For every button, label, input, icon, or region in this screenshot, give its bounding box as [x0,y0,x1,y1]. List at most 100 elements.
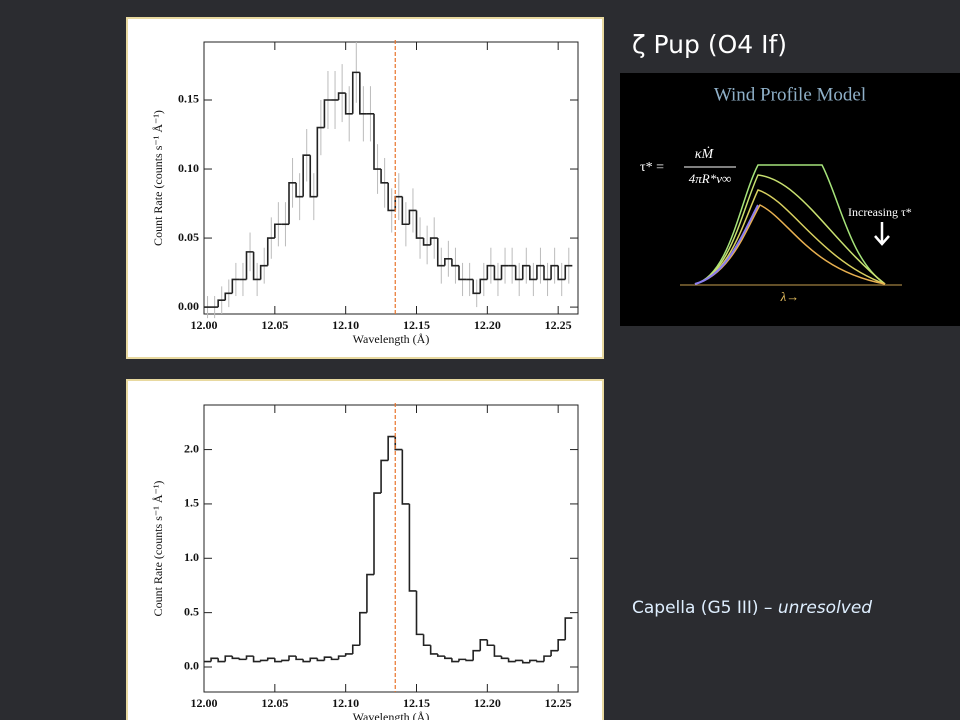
histogram-step [359,72,367,115]
histogram-step [210,657,219,662]
x-tick-label: 12.20 [474,696,501,710]
histogram-step [564,264,573,280]
slide-title: ζ Pup (O4 If) [632,30,787,59]
histogram-step [436,238,445,267]
histogram-step [224,655,233,662]
inset: Wind Profile Model τ* = κṀ 4πR*v∞ Increa… [620,73,960,326]
x-tick-label: 12.10 [332,696,359,710]
y-tick-label: 0.0 [184,659,199,673]
histogram-step [472,649,481,661]
histogram-step [429,237,438,245]
histogram-step [422,238,431,246]
histogram-step [429,645,438,655]
histogram-step [231,278,240,294]
histogram-step [330,657,339,661]
histogram-step [245,655,254,660]
histogram-step [316,658,325,662]
histogram-step [366,573,374,613]
histogram-step [309,155,318,198]
histogram-step [451,658,459,663]
histogram-step [316,126,325,197]
histogram-step [351,71,360,114]
histogram-step [465,659,474,662]
histogram-step [266,237,275,266]
histogram-step [486,639,495,647]
histogram-step [401,449,410,505]
histogram-step [281,659,289,662]
histogram-step [387,182,396,212]
histogram-step [351,644,360,654]
x-tick-label: 12.15 [403,318,430,332]
histogram-step [444,257,452,266]
x-tick-label: 12.20 [474,318,501,332]
histogram-step [422,634,431,647]
histogram-step [274,658,282,663]
histogram-step [373,492,382,575]
profile-curve [694,204,759,285]
x-axis-label: Wavelength (Å) [353,710,430,720]
histogram-step [543,655,552,662]
x-axis-label: Wavelength (Å) [353,332,430,346]
histogram-step [493,645,502,657]
y-tick-label: 0.00 [178,299,199,313]
histogram-step [451,258,459,267]
x-tick-label: 12.25 [545,696,572,710]
histogram-step [274,223,282,239]
histogram-step [259,659,268,662]
histogram-step [507,658,516,663]
histogram-step [231,656,240,660]
histogram-step [408,503,417,592]
equation: 4πR*v∞ [689,171,732,186]
profile-curve [694,189,886,285]
histogram-step [564,617,573,640]
histogram-step [344,653,353,657]
histogram-step [415,590,424,636]
histogram-step [238,658,247,661]
histogram-step [217,658,226,663]
histogram-step [337,92,346,100]
histogram-step [415,210,424,239]
y-tick-label: 1.0 [184,550,199,564]
histogram-step [408,209,417,225]
histogram-step [245,251,254,280]
histogram-step [302,154,311,197]
y-tick-label: 1.5 [184,496,199,510]
histogram-step [295,182,304,198]
arrow [874,222,890,246]
histogram-step [259,264,268,280]
inset-label: Increasing τ* [848,205,912,219]
plot-frame [203,41,579,315]
histogram-step [514,659,523,662]
histogram-step [500,264,509,280]
histogram-step [486,264,495,280]
histogram-step [458,658,467,662]
histogram-step [288,182,297,225]
histogram-step [401,196,410,226]
caption: Capella (G5 III) – unresolved [632,598,872,618]
profile-curve [694,174,886,285]
histogram-step [380,459,389,494]
inset-axis: λ→ [780,289,800,304]
histogram-step [252,656,261,663]
histogram-step [387,435,396,461]
x-tick-label: 12.05 [261,696,288,710]
plot-frame [203,404,579,693]
histogram-step [536,264,544,280]
histogram-step [521,660,530,664]
y-axis-label: Count Rate (counts s⁻¹ Å⁻¹) [151,110,165,246]
histogram-step [493,265,502,281]
x-tick-label: 12.10 [332,318,359,332]
histogram-step [472,279,481,295]
histogram-step [536,660,544,663]
histogram-step [500,656,509,660]
histogram-step [359,611,367,646]
histogram-step [295,656,304,661]
chart: 12.00 12.05 12.10 12.15 12.20 12.25 0.00 0.05 0.… [151,40,579,346]
histogram-step [514,265,523,281]
histogram-step [217,299,226,308]
histogram-step [344,93,353,115]
histogram-step [288,655,297,661]
histogram-step [550,649,559,657]
inset-title: Wind Profile Model [714,84,866,105]
